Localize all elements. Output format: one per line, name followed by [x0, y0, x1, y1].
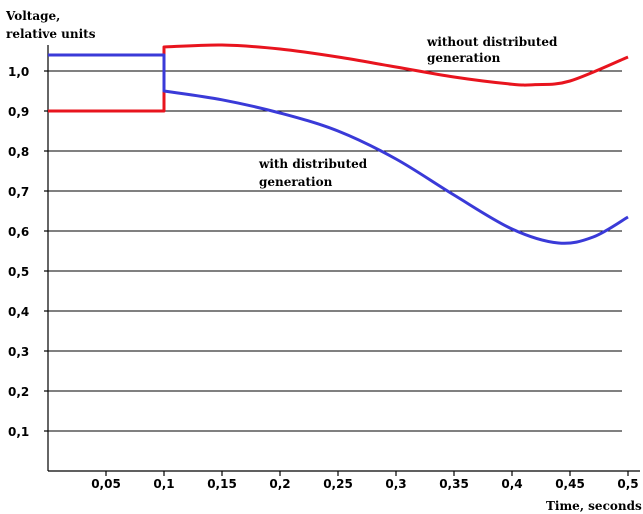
series-line-with-dg	[48, 53, 629, 245]
x-tick-label: 0,1	[153, 477, 174, 491]
x-tick-labels: 0,05 0,1 0,15 0,2 0,25 0,3 0,35 0,4 0,45 0,5	[91, 477, 638, 491]
series-lines	[48, 43, 629, 245]
y-axis-label-line1: Voltage,	[5, 9, 60, 23]
x-tick-label: 0,5	[617, 477, 638, 491]
y-tick-labels: 0,1 0,2 0,3 0,4 0,5 0,6 0,7 0,8 0,9 1,0	[8, 65, 29, 439]
axes	[44, 45, 640, 476]
y-tick-label: 0,5	[8, 265, 29, 279]
y-tick-label: 0,9	[8, 105, 29, 119]
x-tick-label: 0,25	[323, 477, 353, 491]
y-tick-label: 0,6	[8, 225, 29, 239]
x-tick-label: 0,45	[555, 477, 585, 491]
x-tick-label: 0,35	[439, 477, 469, 491]
annotation-with-dg-line1: with distributed	[258, 157, 368, 171]
x-axis-label: Time, seconds	[546, 499, 642, 513]
x-tick-label: 0,4	[501, 477, 522, 491]
series-line-without-dg	[48, 43, 629, 113]
annotation-without-dg-line2: generation	[427, 51, 501, 65]
x-tick-label: 0,05	[91, 477, 121, 491]
y-tick-label: 0,2	[8, 385, 29, 399]
annotation-with-dg-line2: generation	[259, 175, 333, 189]
y-tick-label: 0,1	[8, 425, 29, 439]
x-tick-label: 0,3	[385, 477, 406, 491]
x-tick-label: 0,2	[269, 477, 290, 491]
y-axis-label-line2: relative units	[6, 27, 96, 41]
annotation-without-dg-line1: without distributed	[426, 35, 558, 49]
y-tick-label: 0,7	[8, 185, 29, 199]
y-tick-label: 0,3	[8, 345, 29, 359]
y-tick-label: 0,4	[8, 305, 29, 319]
y-tick-label: 0,8	[8, 145, 29, 159]
grid-lines	[48, 70, 622, 432]
x-tick-label: 0,15	[207, 477, 237, 491]
y-tick-label: 1,0	[8, 65, 29, 79]
